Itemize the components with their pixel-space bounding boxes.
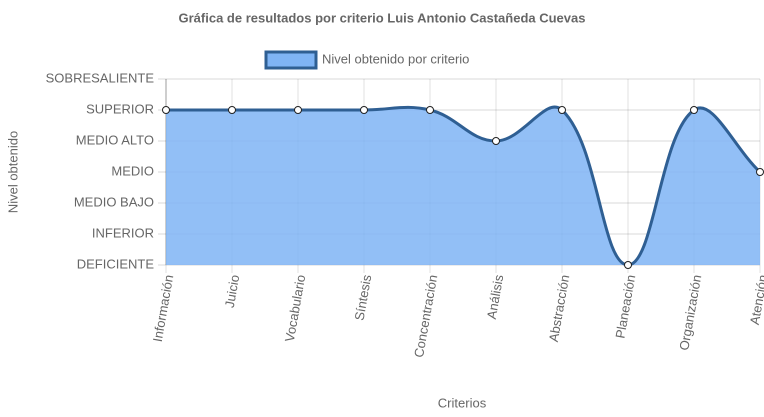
point xyxy=(360,106,368,114)
point xyxy=(492,137,500,145)
y-axis-title: Nivel obtenido xyxy=(5,131,20,213)
point xyxy=(162,106,170,114)
y-tick-label: INFERIOR xyxy=(92,225,154,240)
x-tick-label: Información xyxy=(150,274,177,343)
point xyxy=(426,106,434,114)
point xyxy=(690,106,698,114)
point xyxy=(228,106,236,114)
y-tick-label: DEFICIENTE xyxy=(77,256,155,271)
point xyxy=(756,168,764,176)
y-tick-label: SUPERIOR xyxy=(86,101,154,116)
x-tick-label: Atención xyxy=(747,274,764,326)
legend-swatch xyxy=(264,50,318,70)
x-tick-label: Juicio xyxy=(222,274,243,309)
point xyxy=(558,106,566,114)
x-tick-label: Organización xyxy=(676,274,704,352)
point xyxy=(294,106,302,114)
chart-title: Gráfica de resultados por criterio Luis … xyxy=(179,10,586,25)
x-tick-label: Vocabulario xyxy=(282,274,309,344)
x-axis-title: Criterios xyxy=(438,395,487,410)
area xyxy=(166,106,760,265)
x-tick-label: Análisis xyxy=(484,273,507,320)
line xyxy=(166,105,762,267)
legend-label: Nivel obtenido por criterio xyxy=(322,51,469,66)
y-tick-label: MEDIO BAJO xyxy=(74,194,154,209)
x-tick-label: Abstracción xyxy=(546,274,573,343)
y-tick-label: MEDIO ALTO xyxy=(76,132,154,147)
y-tick-label: SOBRESALIENTE xyxy=(46,70,155,85)
point xyxy=(624,261,632,269)
x-tick-label: Síntesis xyxy=(352,273,375,322)
x-tick-label: Planeación xyxy=(612,274,638,340)
y-tick-label: MEDIO xyxy=(111,163,154,178)
x-tick-label: Concentración xyxy=(411,274,440,359)
